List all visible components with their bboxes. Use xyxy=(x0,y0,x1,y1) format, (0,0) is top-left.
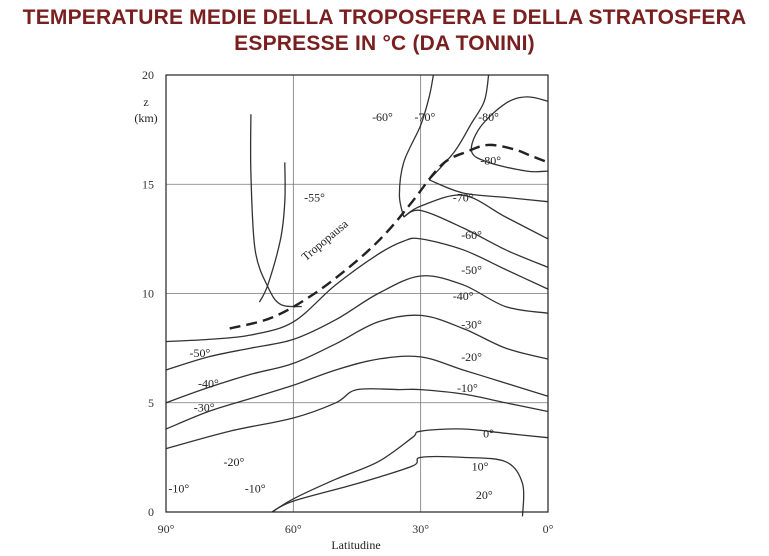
isotherm-line xyxy=(271,455,525,517)
isotherm-line xyxy=(428,179,549,203)
y-tick-label: 5 xyxy=(148,396,154,410)
x-tick-label: 30° xyxy=(412,522,429,536)
isotherm-line xyxy=(165,355,549,430)
isotherm-label: 20° xyxy=(476,488,493,502)
isotherm-label: -50° xyxy=(190,346,211,360)
isotherm-label: -55° xyxy=(304,191,325,205)
isotherm-line xyxy=(165,388,549,450)
isotherm-label: -20° xyxy=(461,350,482,364)
isotherm-line xyxy=(403,209,549,268)
isotherm-label: -30° xyxy=(461,317,482,331)
axes: 0 5 10 15 20 90° 60° 30° 0° xyxy=(142,68,554,536)
isotherm-label: -20° xyxy=(224,455,245,469)
isotherm-label: -80° xyxy=(478,110,499,124)
chart-title-line-2: ESPRESSE IN °C (DA TONINI) xyxy=(234,32,535,55)
isotherm-line xyxy=(403,194,549,240)
isotherm-label: -40° xyxy=(453,289,474,303)
x-tick-label: 0° xyxy=(543,522,554,536)
isotherm-label: -60° xyxy=(461,228,482,242)
isotherm-line xyxy=(165,314,549,404)
tropopause-line: Tropopausa xyxy=(229,143,549,330)
isotherm-line xyxy=(165,237,549,343)
isotherm-label: -40° xyxy=(198,376,219,390)
isotherm-line xyxy=(258,162,286,303)
isotherm-label: -10° xyxy=(168,481,189,495)
y-tick-label: 10 xyxy=(142,287,154,301)
isotherm-line xyxy=(271,428,549,513)
grid-lines xyxy=(166,75,548,512)
x-tick-label: 60° xyxy=(285,522,302,536)
isotherm-label: -50° xyxy=(461,263,482,277)
isotherm-label: 0° xyxy=(483,427,494,441)
isotherm-label: -80° xyxy=(480,154,501,168)
isotherm-line xyxy=(249,114,302,308)
isotherm-label: -30° xyxy=(194,400,215,414)
isotherm-line xyxy=(165,275,549,371)
y-axis-label-unit: (km) xyxy=(134,111,157,125)
chart-title-line-1: TEMPERATURE MEDIE DELLA TROPOSFERA E DEL… xyxy=(22,6,747,29)
tropopause-label: Tropopausa xyxy=(299,216,352,263)
isotherm-label: -60° xyxy=(372,110,393,124)
plot-frame xyxy=(165,74,549,513)
isotherm-label: 10° xyxy=(472,459,489,473)
isotherm-line xyxy=(398,74,435,218)
isotherm-label: -70° xyxy=(415,110,436,124)
isotherm-label: -10° xyxy=(457,381,478,395)
isotherm-labels: -60° -70° -80° -80° -55° -70° -60° -50° -40° -30°… xyxy=(168,110,501,502)
tropopause-dashed-line xyxy=(229,143,549,330)
y-tick-label: 20 xyxy=(142,68,154,82)
isotherm-label: -10° xyxy=(245,481,266,495)
y-axis-label-z: z xyxy=(143,95,148,109)
isotherm-label: -70° xyxy=(453,191,474,205)
y-tick-label: 0 xyxy=(148,505,154,519)
isotherm-lines xyxy=(165,74,549,517)
isotherm-line xyxy=(470,96,549,173)
x-tick-label: 90° xyxy=(158,522,175,536)
x-axis-label: Latitudine xyxy=(331,538,380,552)
y-tick-label: 15 xyxy=(142,177,154,191)
